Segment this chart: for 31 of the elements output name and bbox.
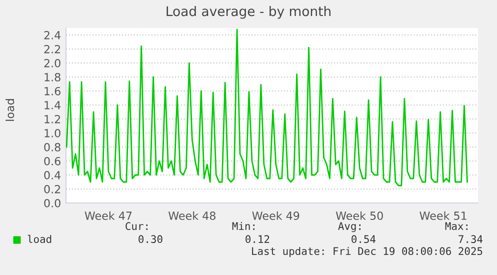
- y-tick-label: 0.6: [44, 156, 60, 166]
- text: 0.30: [138, 235, 162, 244]
- chart-title: Load average - by month: [166, 6, 330, 19]
- text: 7.34: [458, 235, 483, 244]
- legend-label: load: [28, 234, 52, 244]
- y-tick-label: 2.2: [44, 44, 60, 54]
- y-tick-label: 1.4: [44, 101, 61, 110]
- line-series: [66, 28, 468, 186]
- text: Avg:: [338, 222, 360, 232]
- y-tick-label: 1.6: [44, 86, 60, 96]
- x-tick-label: Week 50: [336, 211, 383, 220]
- text: Cur:: [126, 222, 148, 230]
- x-tick-label: Week 49: [252, 211, 300, 220]
- y-tick-label: 0.2: [44, 184, 60, 194]
- text: Last update: Fri Dec 19 08:00:06 2025: [252, 246, 482, 258]
- text: 0.12: [246, 235, 270, 244]
- y-tick-label: 0.8: [44, 142, 60, 152]
- x-tick-label: Week 47: [84, 211, 132, 220]
- y-tick-label: 1.8: [44, 72, 60, 82]
- text: 0.54: [352, 235, 376, 244]
- y-tick-label: 0.4: [44, 170, 61, 180]
- y-tick-label: 1.2: [44, 114, 60, 124]
- text: Max:: [445, 222, 468, 230]
- x-tick-label: Week 48: [168, 211, 216, 220]
- y-axis-title: load: [6, 99, 14, 121]
- y-tick-label: 0.0: [44, 198, 60, 208]
- x-tick-label: Week 51: [420, 211, 466, 220]
- y-tick-label: 2.0: [44, 58, 60, 68]
- y-tick-label: 2.4: [44, 30, 61, 40]
- text: Min:: [232, 222, 254, 230]
- y-tick-label: 1.0: [44, 128, 60, 138]
